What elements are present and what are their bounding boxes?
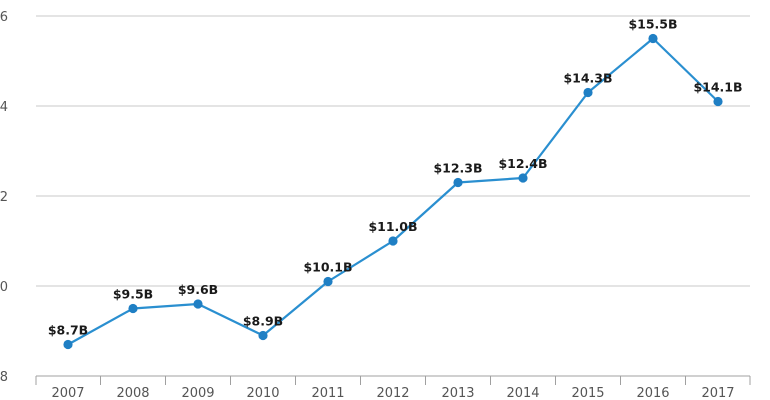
- data-label: $9.5B: [113, 287, 153, 302]
- grid: 8 10 12 14 16: [0, 10, 750, 385]
- x-tick-label: 2008: [116, 386, 149, 400]
- x-tick-label: 2007: [51, 386, 84, 400]
- x-tick-label: 2010: [246, 386, 279, 400]
- data-point: [193, 299, 203, 309]
- x-tick-label: 2014: [506, 386, 539, 400]
- x-tick-label: 2013: [441, 386, 474, 400]
- data-point: [713, 96, 723, 107]
- data-label: $12.4B: [498, 156, 547, 171]
- data-label: $14.3B: [563, 71, 612, 86]
- x-tick-label: 2016: [636, 386, 669, 400]
- series: [63, 33, 723, 350]
- y-tick-label: 8: [0, 370, 8, 385]
- data-point: [388, 236, 398, 246]
- x-tick-label: 2012: [376, 386, 409, 400]
- data-label: $15.5B: [628, 17, 677, 32]
- data-point: [258, 330, 268, 341]
- data-point: [648, 33, 658, 44]
- data-label: $10.1B: [303, 260, 352, 275]
- y-tick-label: 10: [0, 280, 8, 295]
- data-label: $14.1B: [693, 80, 742, 95]
- x-tick-label: 2017: [701, 386, 734, 400]
- y-tick-label: 14: [0, 100, 8, 115]
- data-point: [128, 303, 138, 314]
- x-axis: 2007 2008 2009 2010 2011 2012 2013 2014 2015 2016…: [35, 375, 751, 400]
- data-point: [453, 177, 463, 188]
- y-tick-label: 12: [0, 190, 8, 205]
- data-point: [323, 276, 333, 287]
- x-tick-label: 2009: [181, 386, 214, 400]
- data-label: $12.3B: [433, 161, 482, 176]
- data-label: $9.6B: [178, 282, 218, 297]
- y-tick-label: 16: [0, 10, 8, 25]
- data-labels: $8.7B $9.5B $9.6B $8.9B $10.1B $11.0B $12.3B $1…: [48, 17, 743, 338]
- x-tick-label: 2015: [571, 386, 604, 400]
- data-point: [583, 87, 593, 98]
- x-tick-label: 2011: [311, 386, 344, 400]
- data-label: $8.7B: [48, 323, 88, 338]
- data-point: [518, 173, 528, 183]
- series-line: [67, 37, 719, 346]
- data-label: $11.0B: [368, 219, 417, 234]
- data-point: [63, 339, 73, 350]
- data-label: $8.9B: [243, 314, 283, 329]
